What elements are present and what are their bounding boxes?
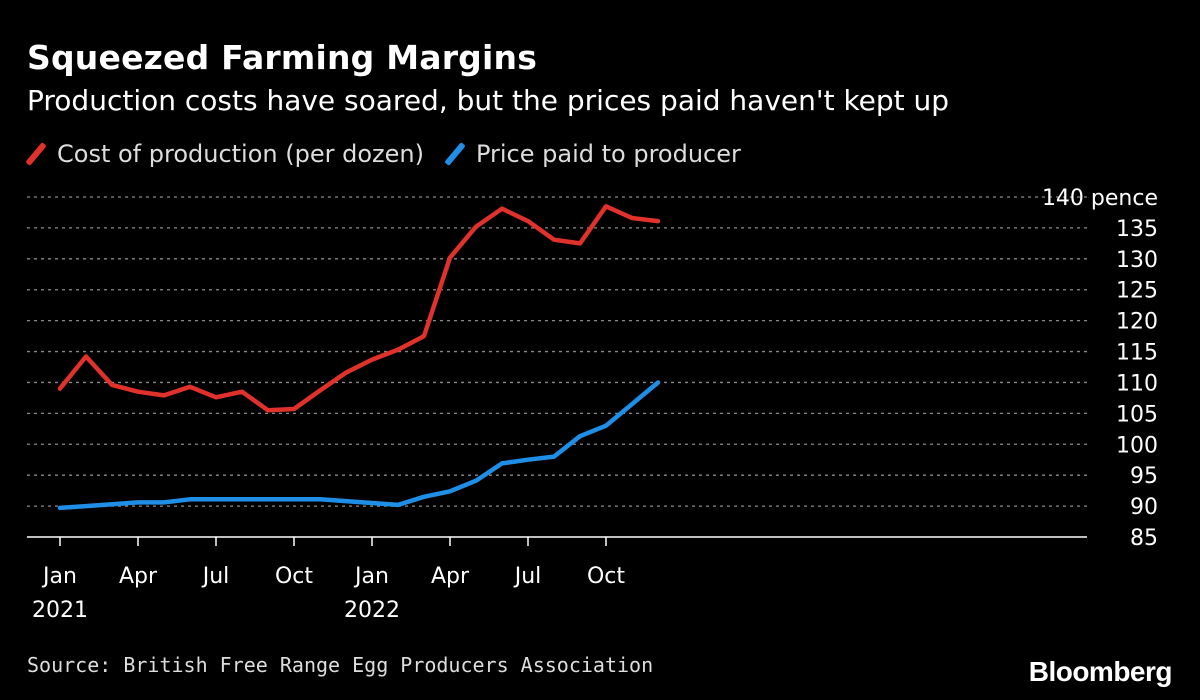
legend-label-price: Price paid to producer — [475, 140, 741, 168]
x-tick-year-label: 2021 — [32, 598, 88, 623]
y-tick-label: 135 — [1116, 217, 1158, 242]
series-line-price-paid — [57, 380, 661, 511]
y-tick-label: 120 — [1116, 310, 1158, 335]
x-tick-label: Jan — [41, 564, 77, 589]
source-note: Source: British Free Range Egg Producers… — [27, 653, 654, 677]
x-tick-year-label: 2022 — [344, 598, 400, 623]
y-tick-label: 115 — [1116, 341, 1158, 366]
legend: Cost of production (per dozen) Price pai… — [25, 140, 763, 168]
y-tick-label: 90 — [1130, 495, 1158, 520]
bloomberg-logo: Bloomberg — [1028, 656, 1173, 687]
x-tick-label: Jul — [201, 564, 230, 589]
x-tick-label: Apr — [119, 564, 158, 589]
y-tick-label: 130 — [1116, 248, 1158, 273]
y-tick-label: 85 — [1130, 526, 1158, 551]
x-tick-label: Jan — [353, 564, 389, 589]
x-tick-label: Oct — [275, 564, 313, 589]
y-tick-label: 140 pence — [1042, 186, 1158, 211]
y-tick-label: 100 — [1116, 433, 1158, 458]
legend-item-cost: Cost of production (per dozen) — [25, 140, 424, 168]
chart-subtitle: Production costs have soared, but the pr… — [27, 84, 950, 117]
x-tick-label: Oct — [587, 564, 625, 589]
legend-item-price: Price paid to producer — [444, 140, 741, 168]
y-tick-label: 105 — [1116, 402, 1158, 427]
chart-title: Squeezed Farming Margins — [27, 38, 538, 77]
x-tick-label: Jul — [513, 564, 542, 589]
y-tick-label: 95 — [1130, 464, 1158, 489]
y-tick-label: 110 — [1116, 371, 1158, 396]
legend-label-cost: Cost of production (per dozen) — [57, 140, 424, 168]
series-line-cost-of-production — [57, 204, 661, 413]
x-tick-label: Apr — [431, 564, 470, 589]
y-tick-label: 125 — [1116, 279, 1158, 304]
